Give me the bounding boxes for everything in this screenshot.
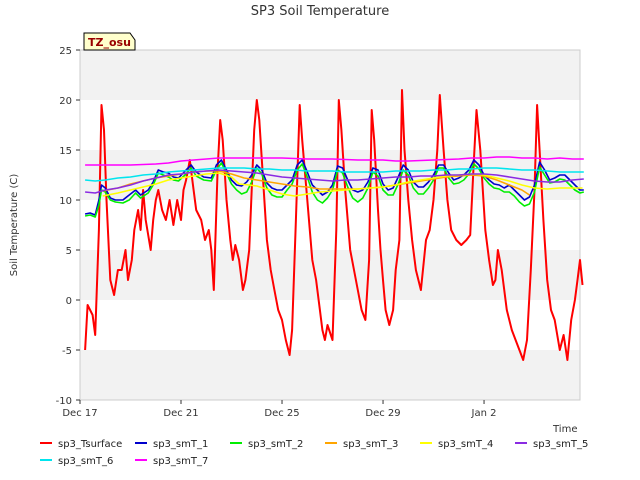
y-axis-ticks: -10 -5 0 5 10 15 20 25 (56, 46, 80, 407)
legend-label-sp3_smT_6: sp3_smT_6 (58, 456, 113, 467)
y-tick-label: 10 (59, 196, 72, 207)
y-tick-label: 5 (66, 246, 72, 257)
legend-label-sp3_smT_5: sp3_smT_5 (533, 439, 588, 450)
x-axis-label: Time (552, 424, 577, 435)
y-tick-label: -5 (62, 346, 72, 357)
y-axis-label: Soil Temperature (C) (9, 174, 20, 277)
series-line-sp3_smT_7 (85, 156, 584, 166)
legend-label-sp3_smT_3: sp3_smT_3 (343, 439, 398, 450)
background-band (80, 200, 580, 250)
series-line-sp3_smT_4 (102, 172, 583, 197)
series-line-sp3_smT_5 (85, 169, 584, 194)
legend-label-sp3_smT_4: sp3_smT_4 (438, 439, 493, 450)
legend: sp3_Tsurface sp3_smT_1 sp3_smT_2 sp3_smT_3 s… (40, 439, 588, 467)
y-tick-label: 0 (66, 296, 72, 307)
x-tick-label: Dec 17 (62, 408, 97, 419)
y-tick-label: -10 (56, 396, 72, 407)
legend-label-sp3_smT_7: sp3_smT_7 (153, 456, 208, 467)
x-tick-label: Dec 25 (264, 408, 299, 419)
x-axis-ticks: Dec 17 Dec 21 Dec 25 Dec 29 Jan 2 (62, 400, 497, 419)
x-tick-label: Dec 29 (365, 408, 400, 419)
badge-label: TZ_osu (88, 36, 131, 49)
legend-label-sp3_smT_1: sp3_smT_1 (153, 439, 208, 450)
y-tick-label: 25 (59, 46, 72, 57)
legend-label-sp3_smT_2: sp3_smT_2 (248, 439, 303, 450)
background-band (80, 350, 580, 400)
chart-title: SP3 Soil Temperature (251, 4, 389, 19)
y-tick-label: 15 (59, 146, 72, 157)
series-line-sp3_smT_6 (85, 167, 584, 182)
background-bands (80, 50, 580, 400)
timezone-badge: TZ_osu (83, 32, 136, 51)
x-tick-label: Jan 2 (471, 408, 497, 419)
background-band (80, 100, 580, 150)
series-line-sp3_Tsurface (84, 89, 584, 361)
background-band (80, 50, 580, 100)
series-layer (84, 89, 585, 361)
plot-frame (79, 49, 581, 401)
x-tick-label: Dec 21 (163, 408, 198, 419)
legend-label-sp3_Tsurface: sp3_Tsurface (58, 439, 122, 450)
badge-box (83, 32, 136, 51)
background-band (80, 300, 580, 350)
series-line-sp3_smT_1 (84, 159, 584, 216)
y-tick-label: 20 (59, 96, 72, 107)
